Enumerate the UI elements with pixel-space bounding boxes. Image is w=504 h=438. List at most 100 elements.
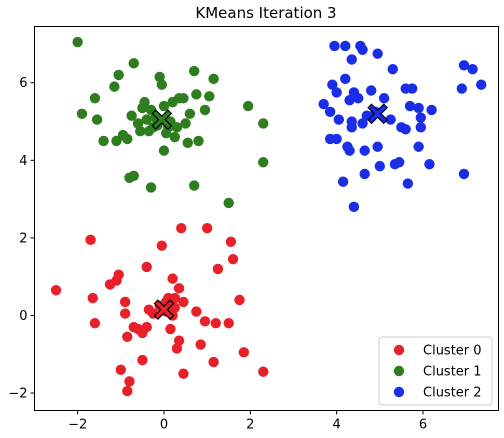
cluster-0-point	[173, 335, 185, 346]
cluster-2-point	[344, 94, 355, 106]
cluster-1-point	[141, 114, 152, 125]
legend-box	[378, 336, 493, 406]
y-tick-label: 6	[19, 76, 27, 91]
data-points	[50, 36, 487, 397]
cluster-1-point	[126, 110, 137, 121]
legend-marker-cluster-1	[393, 365, 405, 377]
x-tick-label: 6	[419, 418, 427, 433]
cluster-2-point	[348, 201, 360, 213]
cluster-1-point	[182, 137, 193, 149]
cluster-0-point	[89, 318, 101, 329]
cluster-0-point	[227, 254, 239, 265]
cluster-2-point	[346, 122, 357, 133]
cluster-0-point	[113, 269, 124, 280]
cluster-1-point	[258, 118, 269, 129]
cluster-1-point	[169, 131, 180, 143]
x-axis: −2 0 2 4 6	[68, 410, 427, 433]
cluster-0-point	[191, 306, 202, 317]
cluster-2-point	[353, 93, 364, 104]
cluster-2-point	[402, 178, 414, 189]
centroids	[151, 103, 388, 321]
legend-label-cluster-2: Cluster 2	[423, 386, 482, 401]
y-tick-label: 2	[19, 231, 27, 246]
x-tick-label: 2	[246, 418, 254, 433]
cluster-0-point	[178, 296, 189, 308]
cluster-0-point	[225, 236, 237, 247]
cluster-1-point	[199, 104, 211, 116]
legend: Cluster 0 Cluster 1 Cluster 2	[378, 336, 493, 406]
cluster-2-point	[467, 63, 478, 75]
cluster-0-point	[50, 285, 62, 296]
cluster-2-point	[346, 54, 357, 65]
cluster-2-point	[331, 133, 342, 145]
cluster-0-point	[176, 222, 187, 234]
cluster-0-point	[238, 347, 250, 358]
cluster-1-point	[158, 145, 170, 156]
cluster-2-point	[426, 104, 437, 116]
cluster-0-point	[156, 240, 168, 251]
cluster-1-point	[91, 114, 103, 125]
cluster-2-point	[413, 141, 424, 152]
cluster-2-point	[340, 40, 351, 52]
cluster-2-point	[359, 145, 370, 156]
y-tick-label: −2	[8, 387, 27, 402]
legend-label-cluster-0: Cluster 0	[423, 344, 482, 359]
cluster-1-point	[135, 126, 146, 137]
x-tick-label: −2	[68, 418, 87, 433]
cluster-0-point	[195, 339, 206, 350]
cluster-1-point	[128, 58, 139, 69]
cluster-0-point	[173, 283, 185, 294]
cluster-2-point	[337, 176, 349, 187]
cluster-1-point	[98, 135, 109, 147]
cluster-2-point	[331, 87, 342, 98]
cluster-2-point	[372, 141, 383, 152]
cluster-0-point	[119, 308, 131, 319]
cluster-0-point	[124, 376, 135, 387]
cluster-2-point	[329, 40, 340, 52]
cluster-2-point	[458, 168, 470, 180]
cluster-2-point	[404, 100, 416, 112]
cluster-1-point	[128, 170, 139, 182]
cluster-1-point	[189, 180, 200, 191]
cluster-0-point	[115, 364, 127, 375]
cluster-2-point	[424, 158, 435, 170]
legend-marker-cluster-0	[393, 344, 405, 356]
cluster-2-point	[400, 124, 411, 135]
cluster-1-point	[72, 36, 83, 48]
cluster-2-point	[359, 168, 370, 180]
cluster-2-point	[458, 60, 470, 71]
cluster-0-point	[122, 385, 133, 397]
cluster-1-point	[145, 182, 157, 193]
cluster-1-point	[184, 108, 196, 119]
cluster-2-point	[365, 85, 377, 96]
centroid-cluster-1	[151, 109, 173, 130]
x-tick-label: 0	[160, 418, 168, 433]
cluster-0-point	[87, 292, 98, 304]
cluster-1-point	[193, 135, 204, 147]
y-tick-label: 4	[19, 154, 27, 169]
cluster-1-point	[208, 73, 219, 85]
cluster-1-point	[223, 197, 234, 209]
cluster-1-point	[191, 89, 202, 100]
cluster-0-point	[210, 318, 221, 329]
cluster-0-point	[165, 323, 176, 335]
cluster-1-point	[113, 69, 124, 81]
cluster-2-point	[476, 79, 487, 90]
cluster-2-point	[387, 63, 398, 75]
cluster-1-point	[139, 96, 150, 108]
centroid-cluster-2	[367, 103, 388, 125]
y-axis: −2 0 2 4 6	[8, 76, 35, 402]
cluster-2-point	[413, 102, 424, 114]
cluster-1-point	[180, 118, 191, 129]
centroid-cluster-0	[153, 299, 175, 321]
cluster-1-point	[89, 93, 101, 104]
cluster-0-point	[258, 366, 269, 377]
cluster-2-point	[333, 114, 344, 125]
cluster-0-point	[137, 354, 148, 366]
cluster-1-point	[171, 122, 183, 133]
cluster-1-point	[109, 81, 120, 92]
cluster-1-point	[189, 65, 200, 77]
cluster-0-point	[122, 331, 133, 343]
cluster-2-point	[318, 98, 329, 110]
